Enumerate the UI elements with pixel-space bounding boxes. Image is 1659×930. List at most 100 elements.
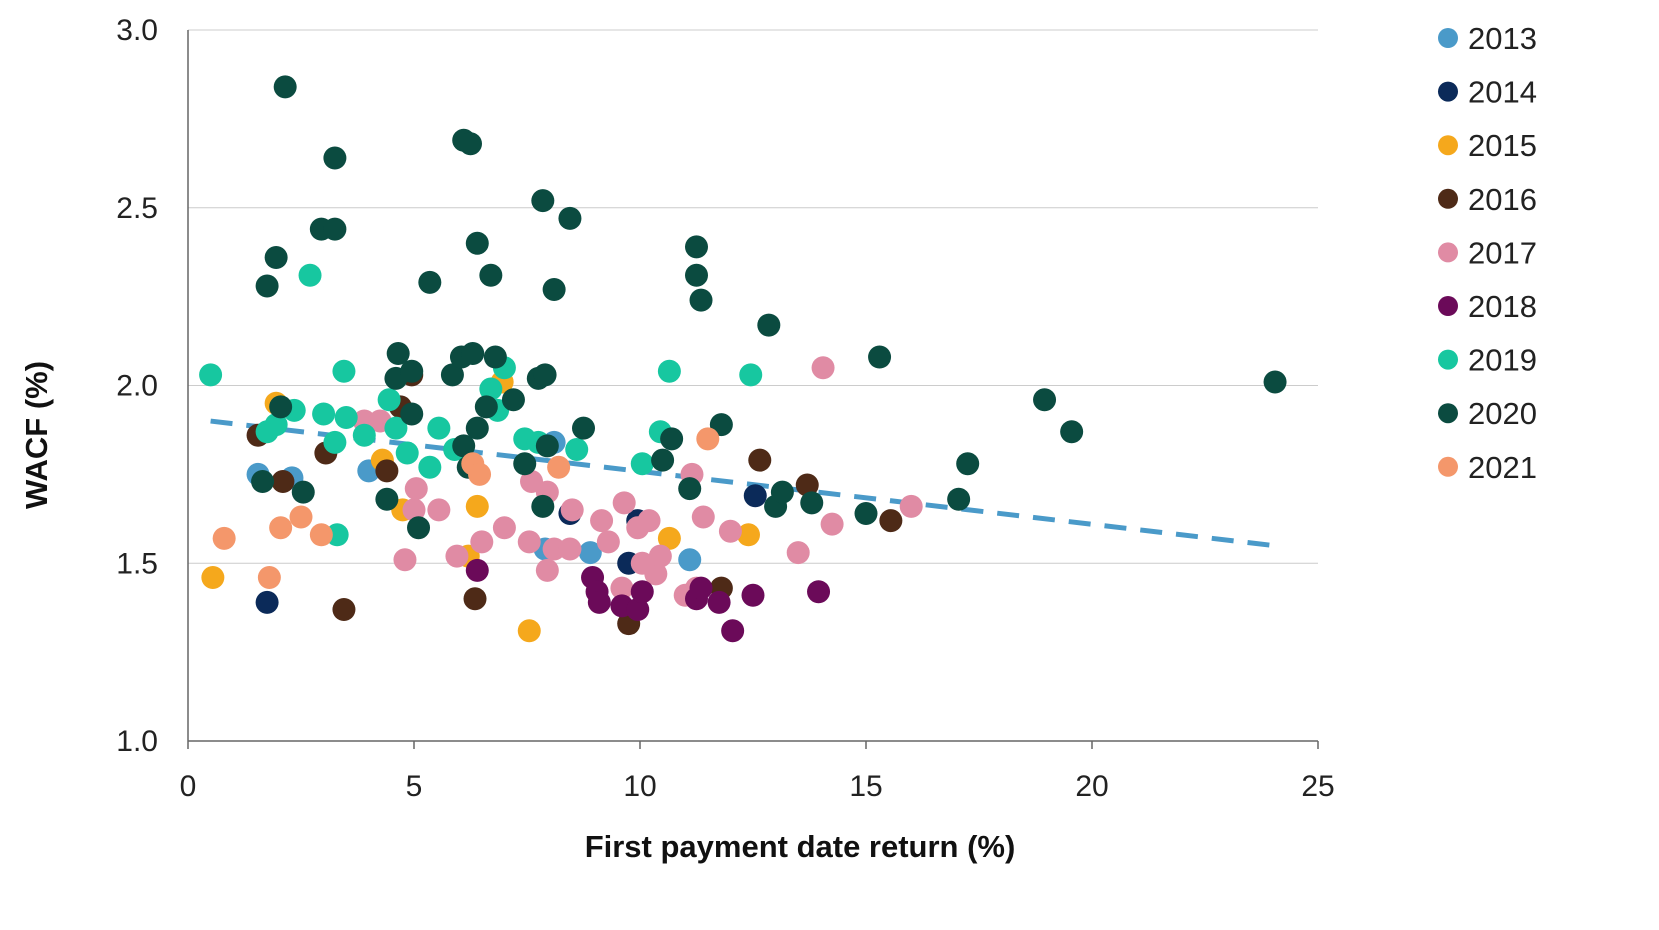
data-point-2020 <box>572 416 595 440</box>
legend-marker <box>1438 28 1458 48</box>
data-point-2018 <box>741 583 765 607</box>
data-point-2017 <box>637 509 661 533</box>
data-point-2020 <box>255 274 279 298</box>
data-point-2021 <box>257 565 281 589</box>
data-point-2020 <box>375 487 399 511</box>
data-point-2016 <box>332 597 356 621</box>
y-tick-label: 1.0 <box>116 725 158 758</box>
data-point-2013 <box>578 541 602 565</box>
data-point-2018 <box>465 558 489 582</box>
data-point-2013 <box>678 548 702 572</box>
data-point-2018 <box>630 580 654 604</box>
data-point-2018 <box>587 590 611 614</box>
x-tick-label: 10 <box>623 770 656 803</box>
data-point-2019 <box>630 452 654 476</box>
legend-marker <box>1438 81 1458 102</box>
y-axis-title: WACF (%) <box>19 361 54 509</box>
data-point-2017 <box>393 548 417 572</box>
data-point-2019 <box>323 430 347 454</box>
data-point-2019 <box>199 363 223 387</box>
data-point-2015 <box>201 565 225 589</box>
data-point-2020 <box>452 434 476 458</box>
data-point-2020 <box>800 491 824 515</box>
data-point-2017 <box>786 541 810 565</box>
data-point-2019 <box>325 523 349 547</box>
data-point-2020 <box>685 235 708 259</box>
x-tick-label: 25 <box>1301 770 1334 803</box>
x-tick-label: 15 <box>849 770 882 803</box>
data-point-2020 <box>757 313 781 337</box>
data-point-2017 <box>492 516 516 540</box>
legend-item-2016: 2016 <box>1438 182 1537 217</box>
data-point-2018 <box>807 580 831 604</box>
data-point-2020 <box>273 75 297 99</box>
data-point-2020 <box>386 342 410 366</box>
data-point-2020 <box>440 363 464 387</box>
data-point-2019 <box>352 423 376 447</box>
data-point-2020 <box>461 342 485 366</box>
data-point-2020 <box>264 246 288 270</box>
legend-label: 2019 <box>1468 343 1537 378</box>
legend-label: 2013 <box>1468 21 1537 56</box>
data-point-2017 <box>558 537 582 561</box>
data-point-2020 <box>459 132 482 156</box>
data-point-2015 <box>465 494 489 518</box>
y-tick-labels: 1.0 1.5 2.0 2.5 3.0 <box>116 14 158 758</box>
data-point-2019 <box>334 405 358 429</box>
data-point-2017 <box>899 494 923 518</box>
legend-label: 2021 <box>1468 450 1537 485</box>
data-point-2017 <box>718 519 742 543</box>
legend-marker <box>1438 403 1458 424</box>
data-point-2020 <box>323 146 347 170</box>
data-point-2016 <box>375 459 399 483</box>
data-point-2017 <box>560 498 584 522</box>
data-point-2019 <box>427 416 451 440</box>
legend-marker <box>1438 296 1458 316</box>
y-tick-label: 2.0 <box>116 370 158 403</box>
legend-label: 2020 <box>1468 396 1537 431</box>
data-point-2020 <box>689 288 713 312</box>
data-point-2014 <box>743 484 767 508</box>
data-point-2020 <box>1033 388 1057 412</box>
data-point-2020 <box>474 395 498 419</box>
data-point-2017 <box>402 498 426 522</box>
legend: 2013 2014 2015 2016 2017 2018 2019 2020 2021 <box>1438 21 1537 485</box>
data-point-2019 <box>377 388 401 412</box>
x-tick-label: 5 <box>406 770 423 803</box>
data-point-2016 <box>748 448 772 472</box>
data-point-2016 <box>271 469 295 493</box>
data-points <box>199 75 1287 643</box>
data-point-2020 <box>251 469 275 493</box>
data-point-2016 <box>879 509 903 533</box>
legend-item-2013: 2013 <box>1438 21 1537 56</box>
data-point-2021 <box>309 523 333 547</box>
legend-item-2018: 2018 <box>1438 289 1537 324</box>
legend-item-2019: 2019 <box>1438 343 1537 378</box>
data-point-2020 <box>685 263 708 287</box>
data-point-2021 <box>289 505 313 529</box>
data-point-2017 <box>590 509 614 533</box>
y-tick-label: 2.5 <box>116 192 158 225</box>
legend-label: 2014 <box>1468 75 1537 110</box>
data-point-2020 <box>709 413 733 437</box>
data-point-2021 <box>696 427 720 451</box>
data-point-2020 <box>323 217 347 241</box>
data-point-2019 <box>384 416 408 440</box>
data-point-2020 <box>269 395 293 419</box>
data-point-2017 <box>445 544 469 568</box>
data-point-2020 <box>535 434 559 458</box>
data-point-2018 <box>707 590 731 614</box>
data-point-2017 <box>811 356 835 380</box>
data-point-2020 <box>418 270 442 294</box>
data-point-2021 <box>269 516 293 540</box>
data-point-2017 <box>470 530 494 554</box>
data-point-2019 <box>312 402 336 426</box>
data-point-2020 <box>465 416 489 440</box>
data-point-2020 <box>531 494 555 518</box>
data-point-2021 <box>212 526 236 550</box>
data-point-2020 <box>660 427 684 451</box>
data-point-2017 <box>820 512 844 536</box>
legend-marker <box>1438 188 1458 209</box>
data-point-2015 <box>736 523 760 547</box>
